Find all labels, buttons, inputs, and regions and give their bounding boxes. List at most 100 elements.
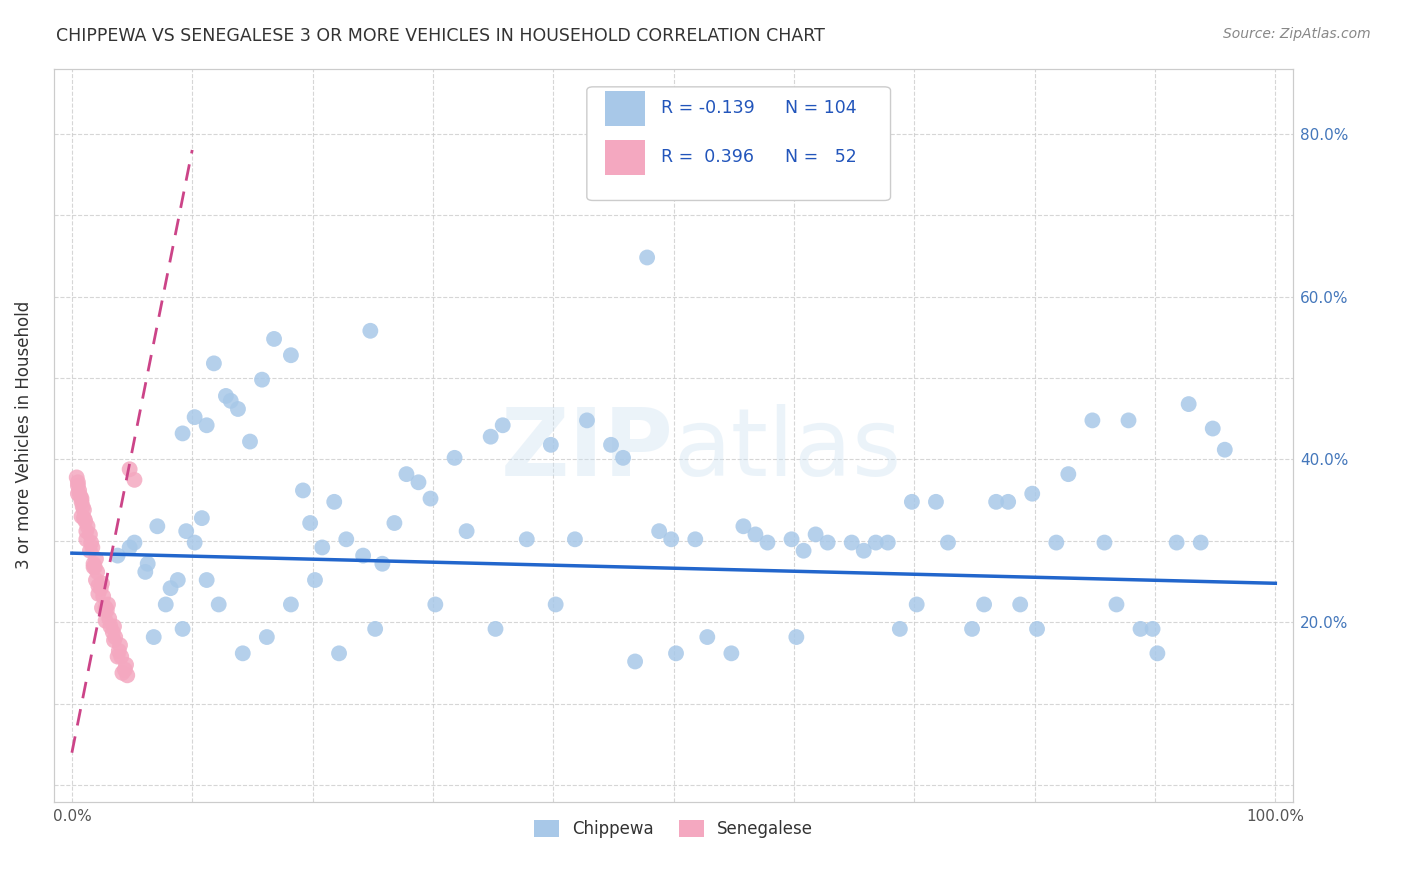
Point	[111, 665, 134, 680]
Point	[612, 450, 634, 465]
Point	[492, 418, 515, 433]
Point	[202, 356, 225, 370]
Point	[817, 535, 839, 549]
Point	[1045, 535, 1067, 549]
Text: N =   52: N = 52	[785, 148, 856, 166]
Point	[720, 646, 742, 660]
Point	[94, 600, 117, 615]
Point	[733, 519, 755, 533]
Point	[91, 576, 114, 591]
Point	[101, 625, 124, 640]
Point	[172, 426, 194, 441]
Point	[232, 646, 254, 660]
Y-axis label: 3 or more Vehicles in Household: 3 or more Vehicles in Household	[15, 301, 32, 569]
Point	[70, 491, 93, 506]
Point	[115, 657, 138, 672]
Point	[997, 495, 1019, 509]
Point	[841, 535, 863, 549]
Point	[97, 598, 120, 612]
Point	[1118, 413, 1140, 427]
Point	[69, 489, 91, 503]
Point	[73, 503, 96, 517]
Point	[973, 598, 995, 612]
Text: CHIPPEWA VS SENEGALESE 3 OR MORE VEHICLES IN HOUSEHOLD CORRELATION CHART: CHIPPEWA VS SENEGALESE 3 OR MORE VEHICLE…	[56, 27, 825, 45]
Text: Source: ZipAtlas.com: Source: ZipAtlas.com	[1223, 27, 1371, 41]
Point	[79, 527, 101, 541]
Point	[83, 560, 105, 574]
Point	[118, 541, 141, 555]
Point	[114, 663, 136, 677]
Point	[72, 500, 94, 514]
Point	[889, 622, 911, 636]
Point	[648, 524, 671, 538]
Point	[564, 533, 586, 547]
Point	[75, 514, 97, 528]
Point	[311, 541, 333, 555]
Point	[83, 560, 105, 574]
Point	[516, 533, 538, 547]
Point	[134, 565, 156, 579]
FancyBboxPatch shape	[586, 87, 890, 201]
Point	[124, 473, 146, 487]
Point	[793, 543, 815, 558]
Point	[600, 438, 623, 452]
Point	[304, 573, 326, 587]
Point	[1189, 535, 1212, 549]
Point	[239, 434, 262, 449]
Point	[683, 533, 706, 547]
Point	[323, 495, 346, 509]
Point	[208, 598, 231, 612]
Point	[191, 511, 214, 525]
Point	[1010, 598, 1032, 612]
Point	[84, 552, 107, 566]
Point	[136, 557, 159, 571]
Point	[1146, 646, 1168, 660]
Point	[1105, 598, 1128, 612]
Point	[108, 638, 131, 652]
Point	[756, 535, 779, 549]
Point	[371, 557, 394, 571]
Point	[785, 630, 807, 644]
Point	[215, 389, 238, 403]
Point	[901, 495, 924, 509]
Point	[86, 565, 108, 579]
Point	[79, 543, 101, 558]
Point	[925, 495, 948, 509]
Text: R =  0.396: R = 0.396	[661, 148, 754, 166]
Point	[94, 614, 117, 628]
Point	[443, 450, 465, 465]
Point	[804, 527, 827, 541]
Point	[659, 533, 682, 547]
Point	[544, 598, 567, 612]
Point	[96, 603, 118, 617]
Point	[852, 543, 875, 558]
Point	[328, 646, 350, 660]
Point	[98, 611, 121, 625]
Point	[456, 524, 478, 538]
Point	[395, 467, 418, 482]
Point	[425, 598, 447, 612]
Point	[540, 438, 562, 452]
Point	[91, 590, 114, 604]
Point	[67, 483, 90, 498]
Point	[226, 402, 249, 417]
Point	[1142, 622, 1164, 636]
Point	[291, 483, 314, 498]
Point	[1057, 467, 1080, 482]
Point	[1021, 486, 1043, 500]
Point	[103, 619, 125, 633]
Point	[984, 495, 1007, 509]
Point	[166, 573, 188, 587]
Point	[66, 478, 89, 492]
Point	[80, 535, 103, 549]
Point	[195, 573, 218, 587]
Point	[280, 348, 302, 362]
Text: atlas: atlas	[673, 404, 901, 496]
Point	[1081, 413, 1104, 427]
Point	[155, 598, 177, 612]
Point	[636, 251, 658, 265]
Point	[84, 573, 107, 587]
Point	[66, 486, 89, 500]
Point	[73, 511, 96, 525]
Point	[103, 633, 125, 648]
